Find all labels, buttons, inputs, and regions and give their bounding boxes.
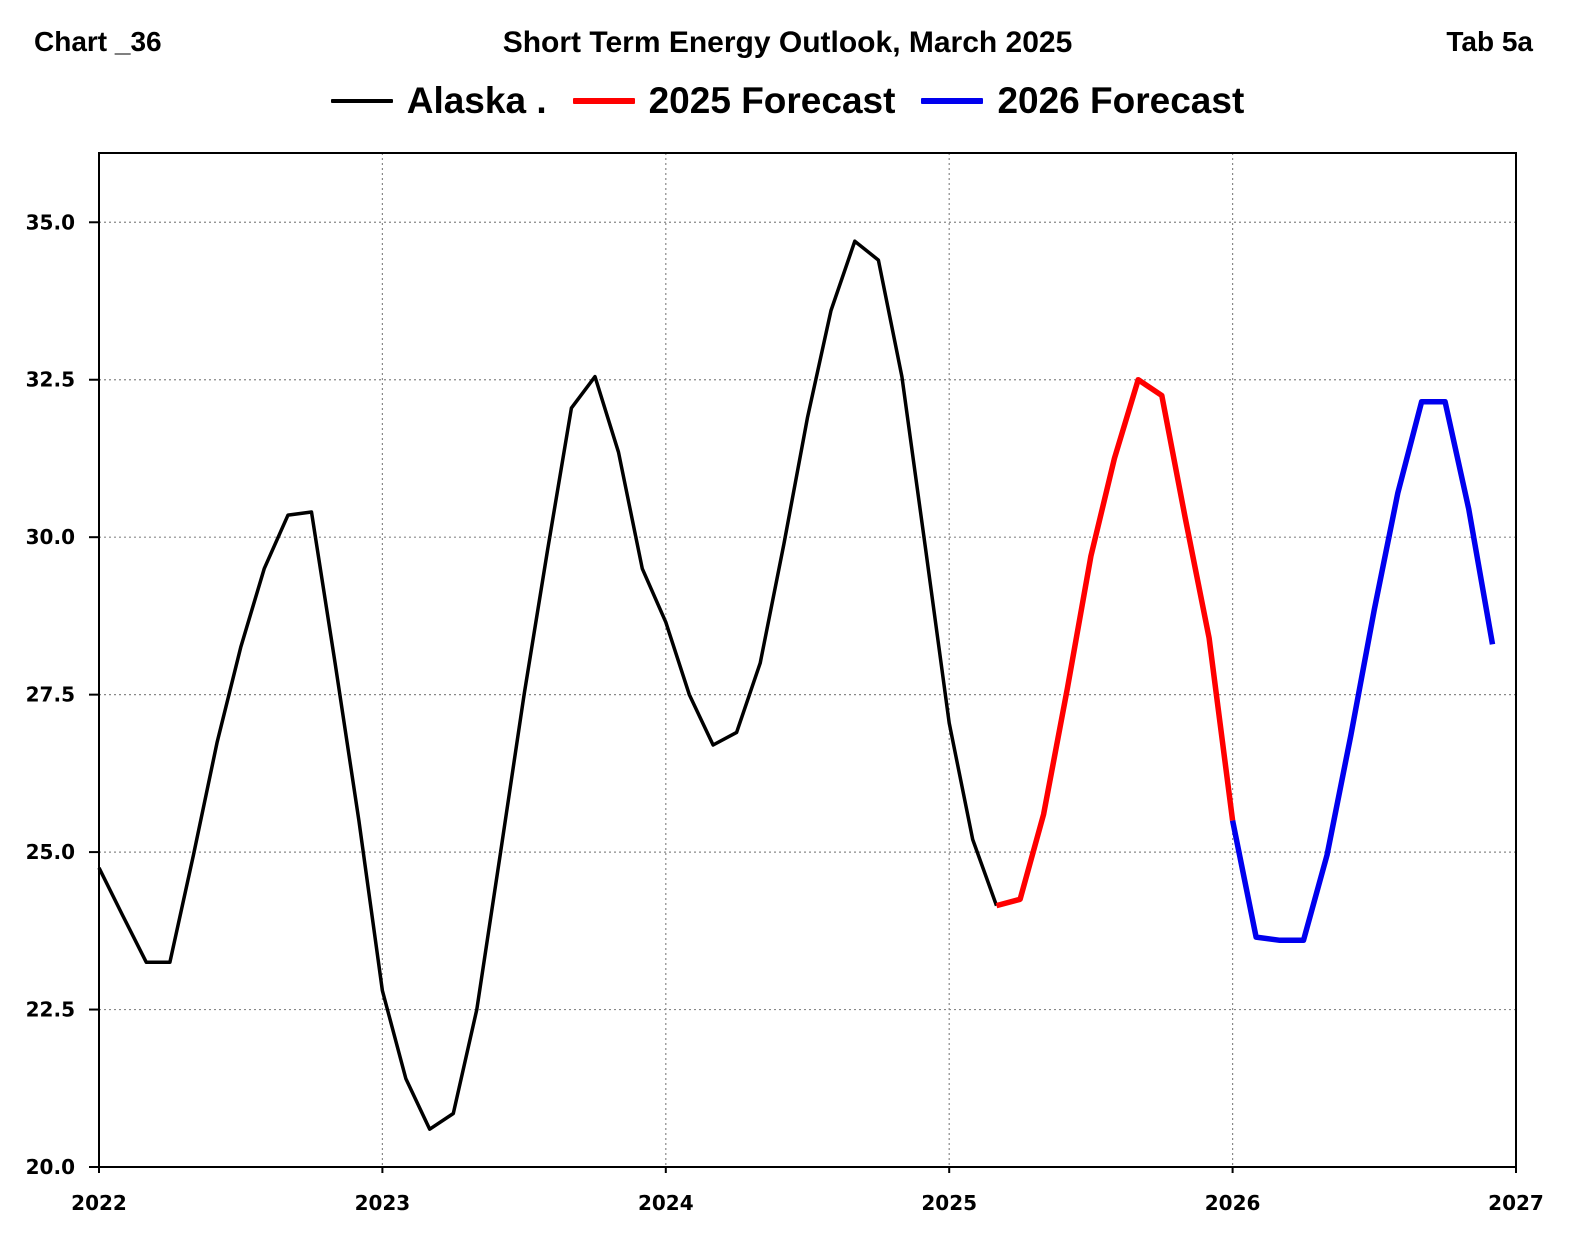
legend-swatch-2025-forecast [572,98,635,104]
x-tick-label: 2025 [921,1191,977,1215]
legend-label-2026-forecast: 2026 Forecast [997,80,1245,121]
y-tick-label: 32.5 [26,368,75,392]
x-tick-label: 2024 [638,1191,694,1215]
legend-swatch-2026-forecast [921,98,984,104]
chart-title: Short Term Energy Outlook, March 2025 [502,26,1073,59]
series-line-alaska [97,239,999,1131]
y-tick-label: 20.0 [26,1155,75,1179]
y-tick-label: 30.0 [26,525,75,549]
y-tick-label: 22.5 [26,998,75,1022]
legend-item-2025-forecast: 2025 Forecast [572,80,896,122]
y-tick-label: 27.5 [26,683,75,707]
legend-item-alaska: Alaska . [330,80,547,122]
tab-label: Tab 5a [1446,26,1533,57]
series-line-2026-forecast [1229,399,1496,944]
x-tick-label: 2022 [71,1191,127,1215]
plot-frame [98,152,1517,1168]
legend-label-2025-forecast: 2025 Forecast [648,80,896,121]
y-tick-label: 25.0 [26,840,75,864]
series-line-2025-forecast [995,376,1236,909]
legend-label-alaska: Alaska . [406,80,547,121]
x-tick-label: 2023 [355,1191,411,1215]
legend-swatch-alaska [330,99,393,103]
x-tick-label: 2026 [1205,1191,1261,1215]
legend: Alaska . 2025 Forecast 2026 Forecast [0,80,1575,122]
chart-id-label: Chart _36 [34,26,162,57]
x-tick-label: 2027 [1488,1191,1544,1215]
y-tick-label: 35.0 [26,210,75,234]
legend-item-2026-forecast: 2026 Forecast [921,80,1244,122]
